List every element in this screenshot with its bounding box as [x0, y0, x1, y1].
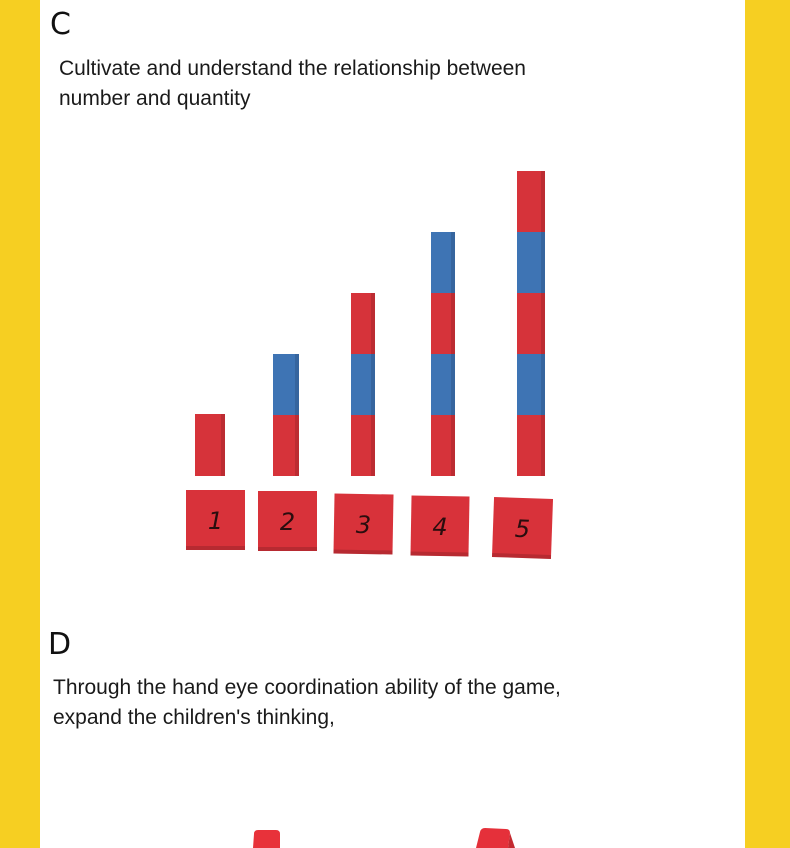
rod-5-segment-1: [517, 415, 545, 476]
number-card-face: [491, 496, 554, 560]
rod-1: [195, 414, 225, 476]
number-card-edge: [258, 547, 317, 551]
rod-shade: [541, 354, 545, 415]
rod-shade: [371, 354, 375, 415]
rod-2-segment-2: [273, 354, 299, 415]
rod-shade: [371, 415, 375, 476]
number-card-face: [186, 490, 245, 550]
number-card-face: [333, 493, 394, 555]
number-card-label: 2: [280, 508, 295, 536]
rod-4-segment-3: [431, 293, 455, 354]
number-card-label: 4: [432, 513, 448, 541]
number-card-1: 1: [186, 490, 245, 550]
section-d-text-line-2: expand the children's thinking,: [53, 706, 335, 729]
section-d-description: Through the hand eye coordination abilit…: [53, 673, 561, 733]
rod-5: [517, 171, 545, 476]
rod-shade: [541, 293, 545, 354]
rod-4: [431, 232, 455, 476]
section-c-text-line-2: number and quantity: [59, 87, 251, 110]
section-d-text-line-1: Through the hand eye coordination abilit…: [53, 676, 561, 699]
bottom-blocks-partial: [253, 828, 515, 848]
number-card-label: 3: [356, 511, 372, 539]
number-card-edge: [333, 549, 393, 555]
content-panel: C Cultivate and understand the relations…: [40, 0, 745, 848]
rod-4-segment-4: [431, 232, 455, 293]
rod-3: [351, 293, 375, 476]
number-card-3: 3: [333, 493, 394, 555]
number-card-5: 5: [491, 496, 554, 560]
rod-shade: [221, 414, 225, 476]
number-card-face: [410, 495, 470, 557]
number-card-2: 2: [258, 491, 317, 551]
rod-shade: [371, 293, 375, 354]
rod-shade: [295, 415, 299, 476]
number-rods: [195, 171, 545, 476]
number-card-edge: [410, 551, 469, 557]
section-c-description: Cultivate and understand the relationshi…: [59, 54, 526, 114]
rod-5-segment-4: [517, 232, 545, 293]
number-card-edge: [186, 546, 245, 550]
rod-5-segment-3: [517, 293, 545, 354]
number-cards: 1 2 3 4 5: [186, 490, 554, 560]
rod-shade: [451, 293, 455, 354]
rod-3-segment-3: [351, 293, 375, 354]
rod-1-segment-1: [195, 414, 225, 476]
rod-shade: [541, 171, 545, 232]
rod-4-segment-2: [431, 354, 455, 415]
section-d-letter: D: [48, 627, 72, 662]
number-card-label: 5: [514, 515, 530, 544]
rod-3-segment-1: [351, 415, 375, 476]
rod-2: [273, 354, 299, 476]
rod-shade: [541, 232, 545, 293]
rod-3-segment-2: [351, 354, 375, 415]
rod-2-segment-1: [273, 415, 299, 476]
rod-shade: [451, 232, 455, 293]
section-c-letter: C: [50, 7, 71, 42]
number-card-label: 1: [208, 507, 223, 535]
number-card-face: [258, 491, 317, 551]
rod-5-segment-2: [517, 354, 545, 415]
number-card-edge: [491, 552, 552, 560]
number-card-4: 4: [410, 495, 470, 557]
rod-shade: [451, 354, 455, 415]
rod-shade: [451, 415, 455, 476]
section-c-text-line-1: Cultivate and understand the relationshi…: [59, 57, 526, 80]
rod-shade: [295, 354, 299, 415]
rod-4-segment-1: [431, 415, 455, 476]
rod-shade: [541, 415, 545, 476]
rod-5-segment-5: [517, 171, 545, 232]
